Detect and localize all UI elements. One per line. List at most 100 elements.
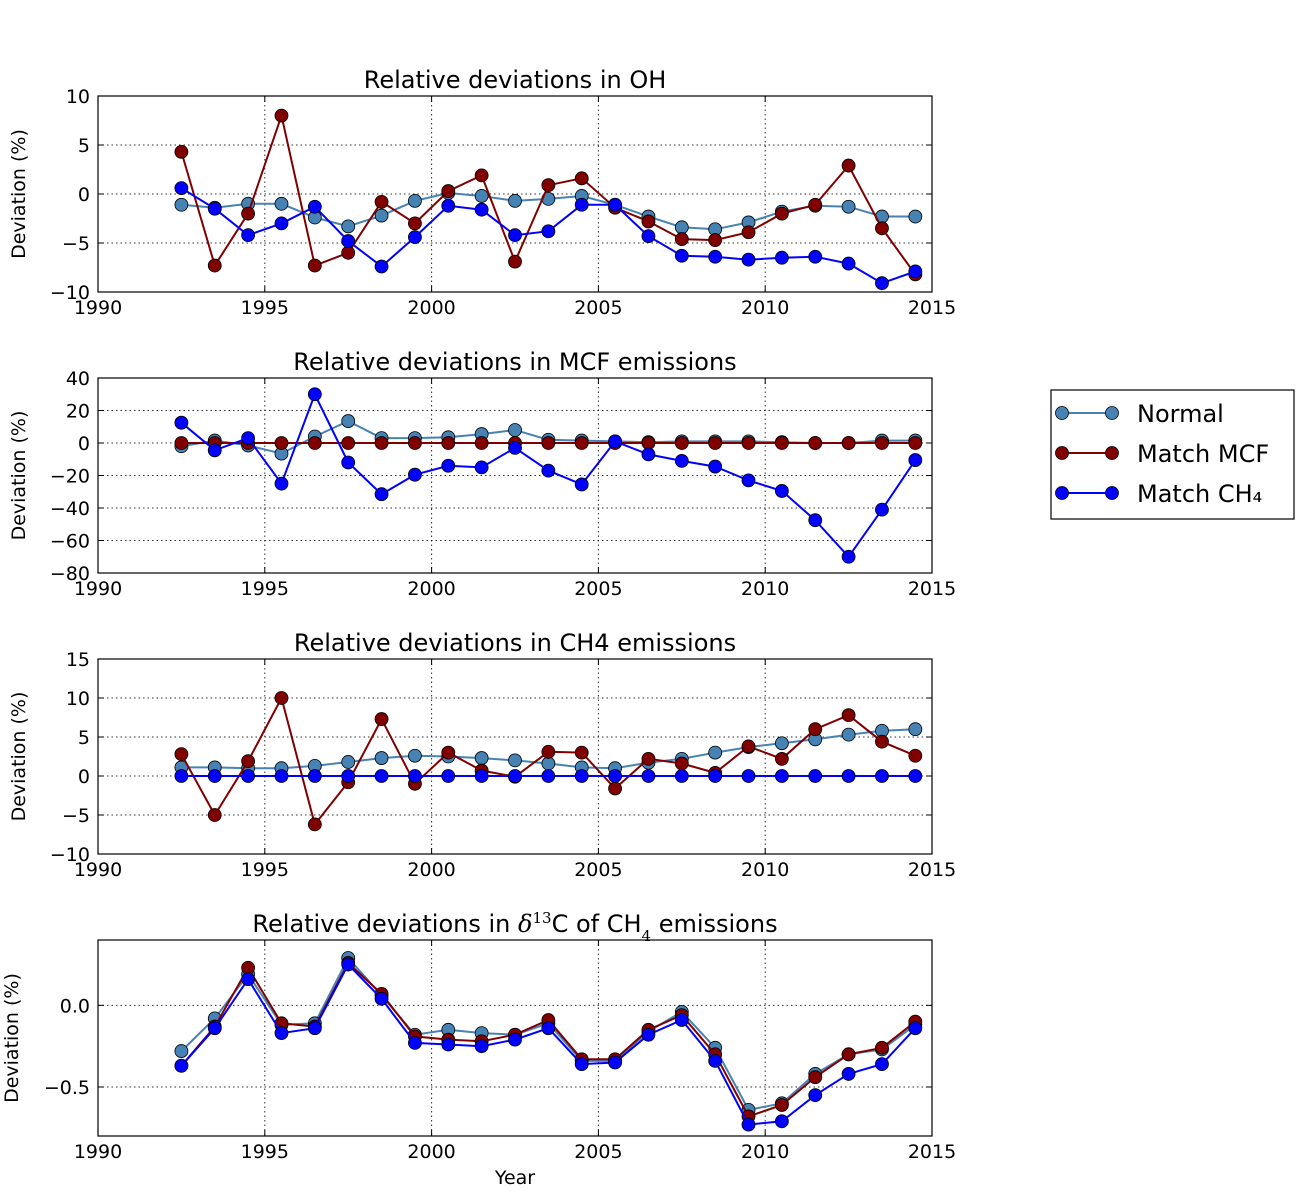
data-point	[674, 1013, 689, 1027]
data-point	[541, 436, 556, 450]
data-point	[207, 443, 222, 458]
data-point	[841, 199, 856, 214]
x-tick-label: 2005	[574, 297, 622, 319]
data-point	[774, 484, 789, 498]
data-point	[174, 197, 189, 212]
legend: Normal Match MCF Match CH₄	[1050, 389, 1295, 520]
data-point	[374, 194, 389, 209]
series-1	[174, 691, 923, 832]
data-point	[674, 248, 689, 263]
y-tick-label: 10	[66, 86, 90, 108]
data-point	[641, 214, 656, 229]
data-point	[574, 477, 589, 492]
data-point	[841, 1047, 856, 1062]
data-point	[574, 769, 589, 783]
data-point	[341, 769, 356, 783]
data-point	[674, 756, 689, 771]
x-tick-label: 1990	[74, 297, 122, 319]
data-point	[408, 436, 422, 450]
data-point	[608, 781, 622, 796]
data-point	[708, 769, 723, 783]
data-point	[841, 158, 856, 173]
data-point	[341, 455, 356, 470]
data-point	[574, 436, 589, 450]
data-point	[641, 1027, 656, 1042]
chart-title: Relative deviations in CH4 emissions	[294, 629, 736, 657]
data-point	[241, 972, 256, 987]
data-point	[441, 745, 456, 760]
data-point	[808, 436, 823, 450]
data-point	[708, 459, 723, 474]
data-point	[708, 436, 723, 450]
legend-marker	[1055, 406, 1069, 420]
data-point	[174, 181, 189, 196]
data-point	[641, 751, 656, 766]
x-tick-label: 2005	[574, 578, 622, 600]
data-point	[841, 1067, 856, 1081]
data-point	[307, 817, 322, 832]
series-line	[180, 962, 917, 1126]
data-point	[774, 250, 789, 265]
x-tick-label: 1995	[241, 578, 289, 600]
y-axis-label: Deviation (%)	[8, 692, 30, 822]
data-point	[608, 769, 622, 783]
data-point	[774, 769, 789, 783]
data-point	[374, 751, 389, 765]
y-tick-label: 20	[66, 401, 90, 423]
data-point	[374, 436, 389, 450]
data-point	[307, 258, 322, 273]
data-point	[374, 769, 389, 783]
data-point	[474, 460, 489, 475]
x-tick-label: 2005	[574, 1141, 622, 1163]
x-tick-label: 2015	[908, 859, 956, 881]
data-point	[174, 769, 189, 783]
data-point	[875, 502, 889, 517]
legend-box	[1050, 389, 1295, 520]
data-point	[875, 436, 889, 450]
data-point	[408, 230, 422, 245]
legend-marker	[1105, 486, 1119, 500]
data-point	[508, 228, 522, 243]
data-point	[508, 1032, 522, 1047]
y-tick-label: −20	[50, 466, 90, 488]
x-tick-label: 1995	[241, 1141, 289, 1163]
y-tick-label: −10	[50, 282, 90, 304]
data-point	[908, 748, 923, 763]
data-point	[841, 769, 856, 783]
data-point	[875, 221, 889, 236]
data-point	[408, 1036, 422, 1050]
data-point	[474, 436, 489, 450]
data-point	[908, 453, 923, 467]
data-point	[908, 1021, 923, 1036]
x-tick-label: 1990	[74, 578, 122, 600]
data-point	[608, 1055, 622, 1070]
data-point	[808, 197, 823, 212]
legend-marker	[1055, 446, 1069, 460]
data-point	[508, 254, 522, 269]
data-point	[741, 1117, 756, 1132]
y-axis-label: Deviation (%)	[8, 411, 30, 541]
data-point	[307, 199, 322, 214]
data-point	[541, 756, 556, 771]
data-point	[741, 473, 756, 488]
x-tick-label: 2010	[741, 1141, 789, 1163]
x-tick-label: 2010	[741, 297, 789, 319]
data-point	[908, 769, 923, 783]
chart-title: Relative deviations in MCF emissions	[293, 348, 736, 376]
x-tick-label: 2015	[908, 297, 956, 319]
x-tick-label: 2000	[407, 297, 455, 319]
y-tick-label: 0	[78, 184, 90, 206]
chart-title: Relative deviations in OH	[364, 66, 667, 94]
y-axis-label: Deviation (%)	[8, 129, 30, 259]
data-point	[241, 431, 256, 446]
data-point	[274, 216, 289, 231]
data-point	[708, 1053, 723, 1068]
legend-marker	[1105, 406, 1119, 420]
data-point	[441, 1037, 456, 1052]
data-point	[908, 264, 923, 279]
data-point	[808, 769, 823, 783]
data-point	[341, 755, 356, 769]
data-point	[374, 991, 389, 1006]
y-tick-label: 5	[78, 135, 90, 157]
data-point	[441, 436, 456, 450]
